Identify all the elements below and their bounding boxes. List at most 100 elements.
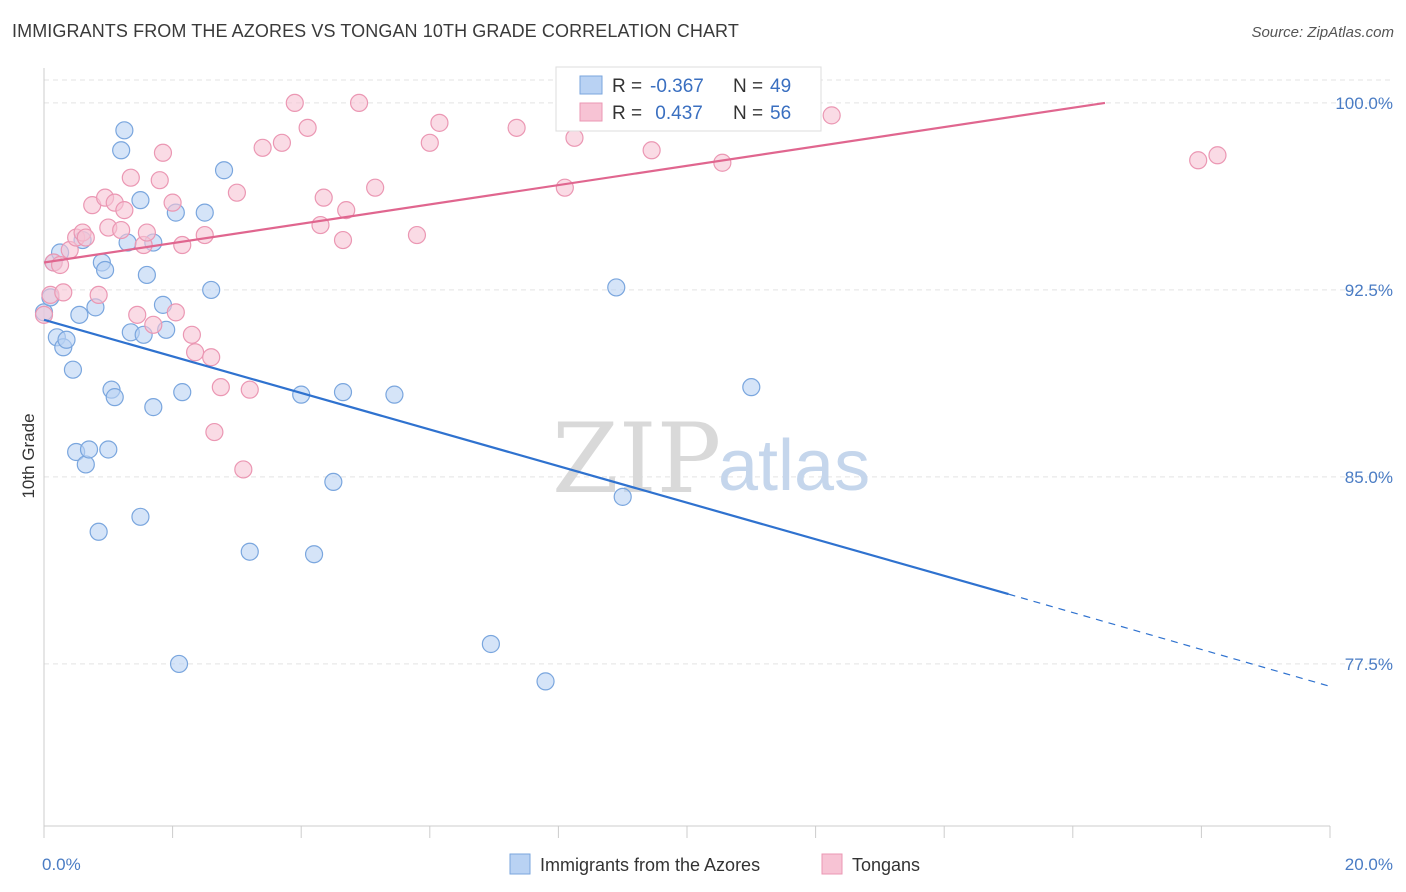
legend-r-value: 0.437 — [650, 103, 703, 124]
data-point — [131, 507, 150, 526]
data-point — [337, 201, 356, 220]
data-point — [121, 168, 140, 187]
data-point — [607, 278, 626, 297]
data-point — [54, 283, 73, 302]
y-tick-labels: 77.5% 85.0% 92.5% 100.0% — [1335, 94, 1393, 674]
data-point — [115, 201, 134, 220]
data-point — [481, 634, 500, 654]
x-tick-label: 0.0% — [42, 855, 81, 874]
data-point — [536, 672, 555, 691]
legend-n-label: N = — [733, 76, 763, 97]
y-tick-label: 92.5% — [1345, 281, 1393, 300]
data-point — [385, 385, 404, 404]
data-point — [95, 260, 115, 280]
data-point — [137, 223, 156, 242]
data-point — [1208, 146, 1227, 165]
legend-stats: R = -0.367 N = 49 R = 0.437 N = 56 — [555, 66, 822, 132]
data-point — [34, 305, 54, 324]
data-point — [214, 161, 234, 180]
data-point — [144, 315, 163, 334]
data-point — [555, 178, 574, 197]
legend-n-label: N = — [733, 103, 763, 124]
data-point — [79, 440, 99, 459]
y-axis-label: 10th Grade — [19, 413, 38, 498]
data-point — [76, 228, 95, 247]
data-point — [234, 460, 253, 479]
data-point — [144, 398, 163, 417]
data-point — [713, 153, 732, 172]
data-point — [642, 141, 661, 160]
data-point — [420, 133, 439, 152]
watermark-atlas: atlas — [718, 426, 870, 506]
data-point — [173, 235, 192, 255]
trend-line-azores-extension — [1008, 593, 1331, 687]
data-point — [240, 542, 259, 561]
data-point — [240, 380, 259, 399]
data-point — [227, 183, 246, 202]
y-tick-label: 77.5% — [1345, 655, 1393, 674]
legend-swatch-tongans — [579, 102, 603, 122]
data-point — [304, 545, 324, 564]
data-point — [430, 113, 449, 132]
data-point — [298, 118, 317, 137]
data-point — [211, 378, 230, 397]
legend-n-value: 56 — [770, 103, 791, 124]
data-point — [205, 422, 224, 442]
series-tongans-points — [34, 93, 1227, 479]
data-point — [565, 128, 584, 147]
legend-swatch-azores — [579, 75, 603, 95]
y-tick-label: 85.0% — [1345, 468, 1393, 487]
trend-line-azores — [43, 318, 1009, 596]
legend-r-value: -0.367 — [650, 76, 704, 97]
legend-item-azores: Immigrants from the Azores — [540, 855, 760, 875]
data-point — [182, 325, 201, 344]
data-point — [195, 203, 214, 222]
trend-lines — [43, 101, 1331, 687]
data-point — [63, 360, 83, 379]
data-point — [613, 487, 632, 506]
data-point — [742, 378, 761, 397]
data-point — [57, 330, 76, 349]
data-point — [507, 118, 526, 137]
data-point — [186, 343, 205, 362]
data-point — [333, 383, 353, 402]
data-point — [70, 305, 89, 324]
data-point — [202, 280, 221, 300]
data-point — [105, 388, 124, 407]
data-point — [166, 303, 185, 322]
data-point — [115, 121, 134, 140]
data-point — [153, 143, 173, 162]
data-point — [163, 193, 182, 212]
data-point — [314, 188, 333, 207]
data-point — [76, 455, 95, 474]
legend-n-value: 49 — [770, 76, 791, 97]
data-point — [195, 225, 214, 245]
data-point — [150, 171, 169, 190]
watermark-zip: ZIP — [552, 403, 721, 515]
data-point — [89, 285, 108, 305]
data-point — [173, 383, 192, 402]
data-point — [285, 93, 304, 113]
data-point — [112, 220, 131, 240]
data-point — [131, 191, 150, 210]
data-point — [1189, 151, 1208, 170]
data-point — [202, 348, 221, 367]
chart-title: IMMIGRANTS FROM THE AZORES VS TONGAN 10T… — [12, 21, 739, 41]
data-point — [272, 133, 292, 152]
legend-r-label: R = — [612, 103, 642, 124]
legend-item-tongans: Tongans — [852, 855, 920, 875]
data-point — [324, 472, 343, 492]
watermark: ZIP atlas — [552, 403, 870, 515]
data-point — [89, 522, 108, 541]
data-point — [99, 440, 118, 459]
data-point — [407, 225, 427, 245]
x-tick-label: 20.0% — [1345, 855, 1393, 874]
data-point — [128, 305, 147, 324]
trend-line-tongans — [43, 101, 1106, 264]
y-tick-label: 100.0% — [1335, 94, 1393, 113]
legend-swatch-tongans — [821, 853, 843, 875]
source-credit: Source: ZipAtlas.com — [1251, 24, 1394, 41]
data-point — [333, 230, 353, 250]
axes — [43, 68, 1331, 838]
